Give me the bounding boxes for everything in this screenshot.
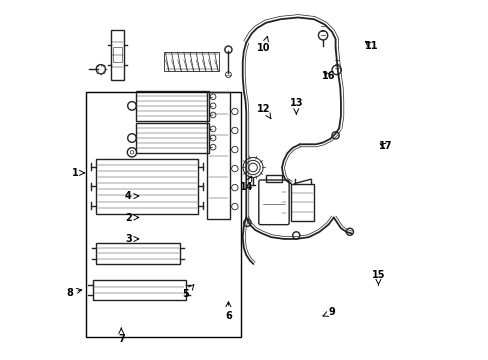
Bar <box>93 280 185 300</box>
Text: 8: 8 <box>66 288 81 297</box>
Bar <box>110 30 124 80</box>
Bar <box>135 123 208 153</box>
Bar <box>85 93 241 337</box>
Text: 4: 4 <box>125 191 139 201</box>
Text: 13: 13 <box>289 98 303 114</box>
Text: 17: 17 <box>378 141 391 151</box>
Text: 5: 5 <box>182 285 193 299</box>
Text: 2: 2 <box>125 212 139 222</box>
Bar <box>96 243 180 264</box>
Bar <box>265 175 282 182</box>
Text: 10: 10 <box>257 36 270 53</box>
Bar <box>113 48 122 63</box>
Text: 6: 6 <box>224 302 231 321</box>
Text: 1: 1 <box>71 168 84 178</box>
Bar <box>206 93 230 219</box>
Text: 9: 9 <box>322 307 335 317</box>
Text: 15: 15 <box>371 270 385 285</box>
Bar <box>290 184 313 221</box>
Text: 11: 11 <box>364 41 377 51</box>
Text: 16: 16 <box>321 71 334 81</box>
Bar <box>135 91 208 121</box>
Bar <box>96 158 198 214</box>
Text: 7: 7 <box>118 328 124 344</box>
Text: 14: 14 <box>239 176 252 192</box>
Bar <box>164 53 219 71</box>
Text: 12: 12 <box>257 104 270 119</box>
Text: 3: 3 <box>125 234 139 244</box>
